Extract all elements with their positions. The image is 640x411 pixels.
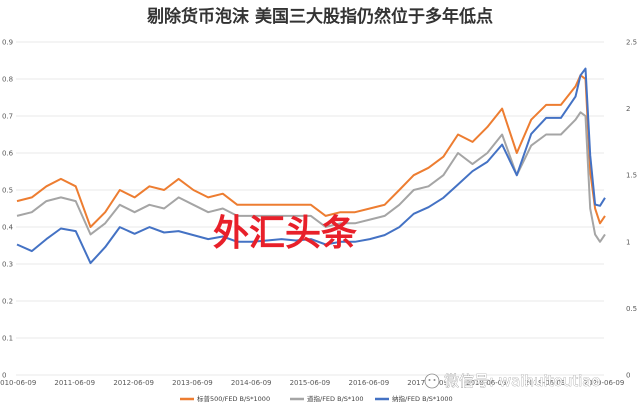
y-left-tick-label: 0.5 <box>2 187 13 195</box>
y-right-tick-label: 2 <box>626 105 630 113</box>
y-left-tick-label: 0 <box>2 372 6 380</box>
series-line-1 <box>16 74 606 228</box>
chart-title: 剔除货币泡沫 美国三大股指仍然位于多年低点 <box>146 6 493 27</box>
y-left-tick-label: 0.6 <box>2 150 14 158</box>
overlay-watermark-text: 外汇头条 <box>213 213 357 254</box>
series-lines <box>16 67 606 265</box>
x-tick-label: 2018-06-09 <box>466 379 507 387</box>
legend-label: 纳指/FED B/S*1000 <box>392 394 453 403</box>
legend: 标普500/FED B/S*1000 道指/FED B/S*100 纳指/FED B… <box>180 394 453 403</box>
y-right-tick-label: 1.5 <box>626 172 637 180</box>
wechat-watermark: 微信号: waihuitoutiao <box>424 372 601 390</box>
wechat-icon-eye-right <box>433 379 436 381</box>
y-right-tick-label: 0 <box>626 372 630 380</box>
y-left-tick-label: 0.3 <box>2 261 13 269</box>
gridlines <box>16 41 604 376</box>
x-tick-label: 2019-06-09 <box>525 379 566 387</box>
legend-label: 标普500/FED B/S*1000 <box>197 394 270 403</box>
y-axis-right: 2.5 2 1.5 1 0.5 0 <box>626 39 637 380</box>
x-tick-label: 2010-06-09 <box>0 379 36 387</box>
x-tick-label: 2012-06-09 <box>113 379 154 387</box>
series-line-2 <box>16 111 606 243</box>
x-tick-label: 2016-06-09 <box>348 379 389 387</box>
legend-label: 道指/FED B/S*100 <box>307 394 364 403</box>
wechat-icon <box>424 373 440 389</box>
x-tick-label: 2013-06-09 <box>172 379 213 387</box>
x-tick-label: 2020-06-09 <box>584 379 625 387</box>
y-right-tick-label: 0.5 <box>626 305 637 313</box>
y-left-tick-label: 0.9 <box>2 39 13 47</box>
y-left-tick-label: 0.1 <box>2 335 13 343</box>
y-left-tick-label: 0.8 <box>2 76 13 84</box>
y-right-tick-label: 1 <box>626 238 630 246</box>
series-line-3 <box>16 67 606 265</box>
y-right-tick-label: 2.5 <box>626 39 637 47</box>
x-tick-label: 2015-06-09 <box>290 379 331 387</box>
y-axis-left: 0.9 0.8 0.7 0.6 0.5 0.4 0.3 0.2 0.1 0 <box>2 39 14 380</box>
x-tick-label: 2014-06-09 <box>231 379 272 387</box>
y-left-tick-label: 0.4 <box>2 224 14 232</box>
wechat-watermark-text: 微信号: waihuitoutiao <box>444 372 601 390</box>
x-tick-label: 2011-06-09 <box>54 379 95 387</box>
y-left-tick-label: 0.2 <box>2 298 13 306</box>
y-left-tick-label: 0.7 <box>2 113 13 121</box>
wechat-icon-eye-left <box>428 379 431 381</box>
